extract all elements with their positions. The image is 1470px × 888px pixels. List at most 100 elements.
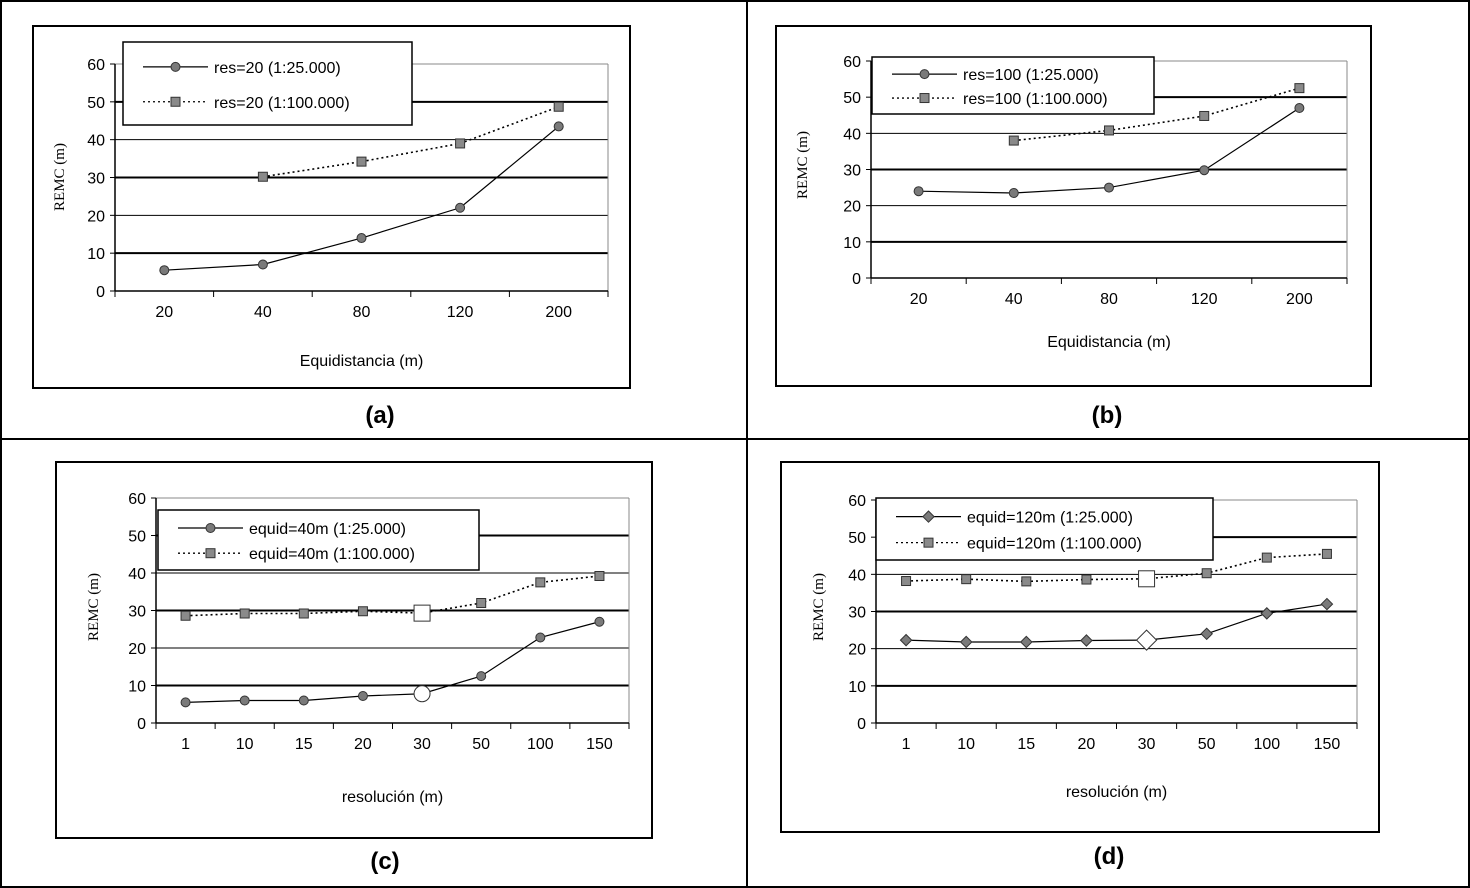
x-tick-label: 20	[910, 291, 928, 308]
y-tick-label: 40	[128, 566, 146, 583]
y-tick-label: 60	[128, 491, 146, 508]
data-point	[594, 571, 605, 581]
data-point	[1081, 574, 1092, 585]
data-point	[298, 608, 309, 619]
data-point	[257, 171, 268, 182]
data-point	[298, 695, 309, 706]
data-point	[159, 265, 170, 276]
x-tick-label: 30	[413, 736, 431, 753]
data-point	[901, 576, 912, 587]
data-point	[1200, 627, 1214, 641]
caption-d: (d)	[1093, 843, 1125, 870]
x-tick-label: 120	[447, 304, 474, 321]
legend-box	[122, 41, 413, 126]
data-point	[1199, 165, 1210, 176]
x-tick-label: 10	[957, 736, 975, 753]
data-point	[1019, 635, 1033, 649]
data-point	[1294, 103, 1305, 114]
x-tick-label: 20	[1078, 736, 1096, 753]
legend-marker	[923, 537, 934, 548]
x-tick-label: 20	[354, 736, 372, 753]
data-point	[594, 616, 605, 627]
x-tick-label: 40	[254, 304, 272, 321]
caption-a: (a)	[365, 402, 395, 429]
y-tick-label: 30	[848, 605, 866, 622]
legend-label: equid=40m (1:100.000)	[249, 546, 415, 563]
highlight-point	[413, 604, 431, 622]
y-tick-label: 60	[843, 54, 861, 71]
x-tick-label: 80	[353, 304, 371, 321]
y-tick-label: 20	[843, 199, 861, 216]
data-point	[913, 186, 924, 197]
chart-panel-b: 0 10 20 30 40 50 60 20 40 80 120 200 Equidistancia (…	[775, 25, 1372, 387]
x-axis-label: resolución (m)	[342, 789, 443, 806]
legend-label: equid=120m (1:25.000)	[967, 510, 1133, 527]
legend-label: res=20 (1:25.000)	[214, 60, 341, 77]
x-tick-label: 20	[155, 304, 173, 321]
series-line-1	[185, 621, 600, 703]
y-tick-label: 10	[843, 235, 861, 252]
x-tick-label: 200	[545, 304, 572, 321]
y-tick-label: 30	[87, 171, 105, 188]
data-point	[1104, 125, 1114, 136]
legend-label: equid=40m (1:25.000)	[249, 521, 406, 538]
y-tick-label: 60	[87, 57, 105, 74]
caption-b: (b)	[1091, 402, 1123, 429]
legend-marker	[205, 523, 216, 533]
data-point	[1021, 576, 1032, 587]
data-point	[1104, 182, 1114, 193]
legend-box	[875, 497, 1214, 561]
data-point	[553, 101, 564, 112]
x-tick-label: 15	[295, 736, 313, 753]
x-tick-label: 15	[1017, 736, 1035, 753]
y-tick-label: 20	[848, 642, 866, 659]
data-point	[257, 259, 268, 270]
legend-marker	[919, 93, 930, 104]
x-tick-label: 40	[1005, 291, 1023, 308]
y-tick-label: 0	[852, 271, 861, 288]
data-point	[535, 632, 546, 643]
y-tick-label: 30	[128, 604, 146, 621]
x-tick-label: 1	[902, 736, 911, 753]
y-tick-label: 50	[843, 90, 861, 107]
chart-panel-a: 0 10 20 30 40 50 60 20 40 80 120 200 Equidistancia (…	[32, 25, 631, 389]
x-axis-label: resolución (m)	[1066, 784, 1167, 801]
x-axis-label: Equidistancia (m)	[1047, 334, 1171, 351]
data-point	[1201, 568, 1212, 579]
y-axis-label: REMC (m)	[52, 143, 68, 211]
data-point	[357, 691, 368, 701]
data-point	[476, 598, 487, 608]
legend-box	[157, 509, 480, 571]
x-tick-label: 150	[1314, 736, 1341, 753]
data-point	[1008, 188, 1019, 199]
data-point	[455, 138, 466, 149]
series-line-2	[1013, 87, 1300, 142]
x-tick-label: 100	[1253, 736, 1280, 753]
data-point	[1199, 110, 1210, 121]
highlight-point	[1138, 570, 1156, 588]
x-tick-label: 10	[236, 736, 254, 753]
data-point	[535, 577, 546, 588]
y-tick-label: 20	[87, 208, 105, 225]
y-tick-label: 50	[128, 529, 146, 546]
x-axis-label: Equidistancia (m)	[300, 353, 424, 370]
data-point	[476, 671, 487, 682]
data-point	[239, 608, 250, 619]
y-tick-label: 40	[848, 567, 866, 584]
legend-marker	[205, 548, 216, 559]
y-axis-label: REMC (m)	[795, 131, 811, 199]
data-point	[1080, 634, 1093, 647]
y-tick-label: 50	[848, 530, 866, 547]
legend-marker	[922, 510, 935, 523]
legend-marker	[919, 69, 930, 80]
y-tick-label: 50	[87, 95, 105, 112]
data-point	[180, 697, 191, 708]
x-tick-label: 1	[181, 736, 190, 753]
data-point	[553, 121, 564, 132]
y-tick-label: 40	[843, 126, 861, 143]
x-tick-label: 30	[1138, 736, 1156, 753]
legend-label: res=100 (1:100.000)	[963, 91, 1108, 108]
x-tick-label: 150	[586, 736, 613, 753]
series-line-2	[906, 553, 1327, 583]
